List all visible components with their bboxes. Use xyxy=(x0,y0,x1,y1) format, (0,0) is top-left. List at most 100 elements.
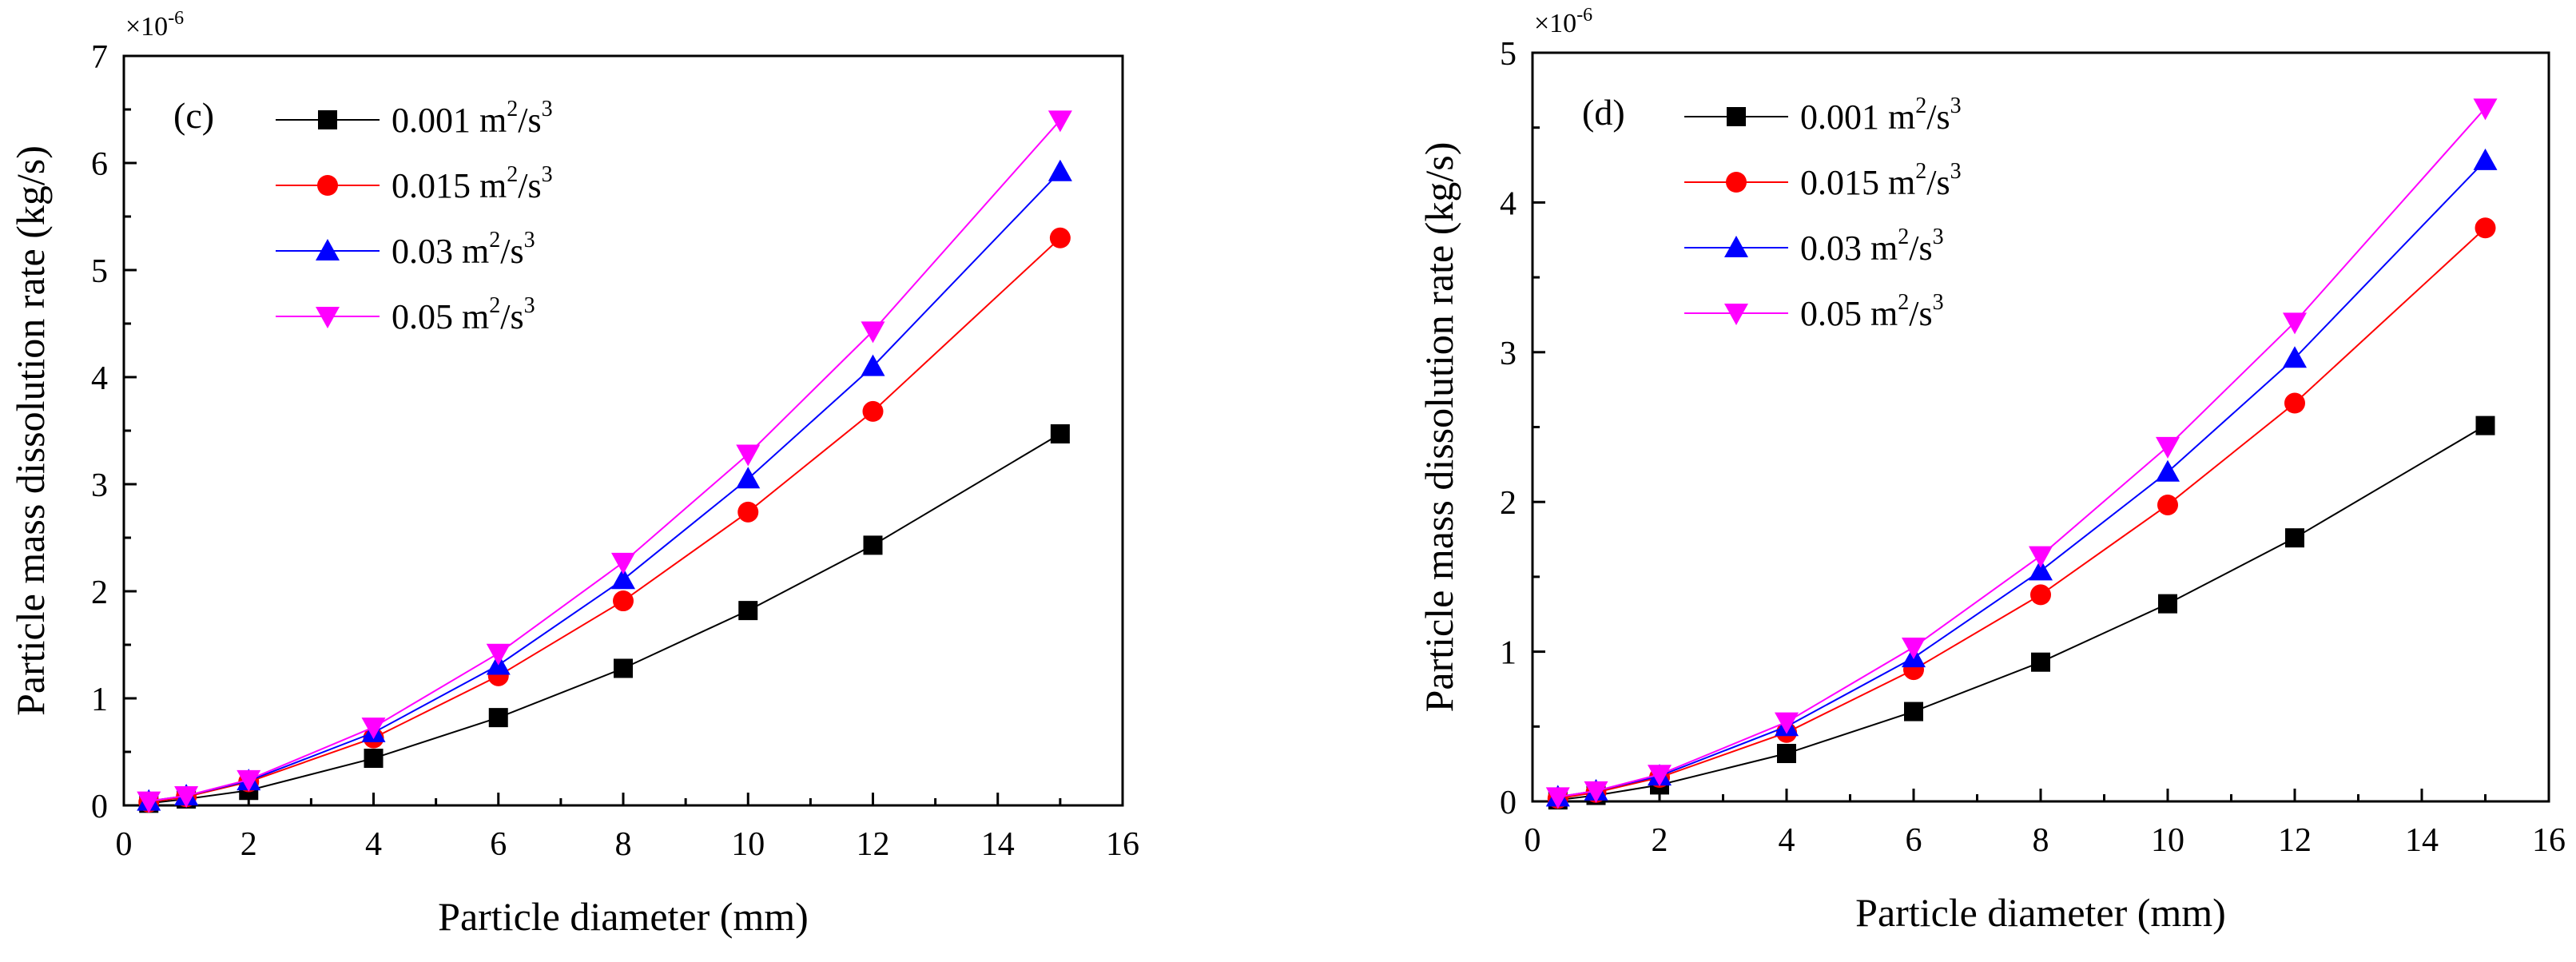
legend-unit-mid: /s xyxy=(1926,163,1950,202)
legend-unit-sup: 2 xyxy=(1915,93,1926,118)
data-point xyxy=(2473,148,2498,170)
data-point xyxy=(1902,637,1926,659)
data-point xyxy=(2030,584,2051,606)
data-point xyxy=(2156,436,2180,459)
data-point xyxy=(488,708,508,728)
legend-marker xyxy=(1726,172,1747,193)
data-point xyxy=(1049,227,1071,248)
legend-unit-sup: 3 xyxy=(1950,93,1962,118)
series-2 xyxy=(137,159,1072,811)
series-3 xyxy=(1545,98,2498,809)
x-tick-label: 8 xyxy=(615,826,632,863)
legend-label-text: 0.03 m xyxy=(1800,229,1898,268)
data-point xyxy=(611,552,635,574)
x-axis-title: Particle diameter (mm) xyxy=(438,894,809,939)
legend-unit-sup: 3 xyxy=(542,97,553,121)
data-point xyxy=(1584,781,1608,803)
legend-label: 0.03 m2/s3 xyxy=(1800,225,1944,268)
x-tick-label: 16 xyxy=(2532,822,2566,859)
y-tick-label: 5 xyxy=(91,253,108,290)
legend-item: 0.03 m2/s3 xyxy=(276,228,535,271)
legend-label: 0.05 m2/s3 xyxy=(1800,290,1944,333)
series-1 xyxy=(1547,217,2496,809)
legend-label: 0.05 m2/s3 xyxy=(392,293,535,336)
x-tick-label: 8 xyxy=(2033,822,2049,859)
legend-unit-sup: 2 xyxy=(507,97,518,121)
x-axis-title: Particle diameter (mm) xyxy=(1855,890,2226,935)
y-tick-label: 1 xyxy=(91,682,108,718)
data-point xyxy=(1545,787,1570,809)
x-tick-label: 10 xyxy=(731,826,765,863)
data-point xyxy=(1777,744,1796,764)
data-point xyxy=(2283,346,2307,368)
plot-frame xyxy=(122,54,1124,807)
series-line xyxy=(149,237,1061,803)
data-point xyxy=(2029,559,2053,581)
legend-item: 0.05 m2/s3 xyxy=(276,293,535,336)
legend-label-text: 0.001 m xyxy=(392,101,507,140)
x-tick-label: 2 xyxy=(1652,822,1668,859)
series-line xyxy=(1557,107,2487,798)
legend-marker xyxy=(317,175,338,196)
y-tick-label: 5 xyxy=(1500,36,1517,73)
data-point xyxy=(2031,652,2050,672)
y-tick-label: 3 xyxy=(1500,336,1517,372)
legend-item: 0.03 m2/s3 xyxy=(1684,225,1944,268)
data-point xyxy=(736,467,761,489)
data-point xyxy=(611,567,635,590)
series-line xyxy=(1557,424,2487,801)
data-point xyxy=(364,749,384,769)
legend-label: 0.015 m2/s3 xyxy=(392,162,553,205)
legend-item: 0.001 m2/s3 xyxy=(1684,93,1962,137)
legend-marker xyxy=(316,239,340,260)
y-tick-label: 2 xyxy=(91,574,108,611)
legend-unit-sup: 2 xyxy=(489,228,500,252)
x-tick-label: 0 xyxy=(1525,822,1541,859)
legend-unit-sup: 2 xyxy=(489,293,500,318)
data-point xyxy=(486,643,511,666)
data-point xyxy=(861,321,885,344)
data-point xyxy=(2283,312,2307,335)
data-point xyxy=(2285,528,2304,548)
series-0 xyxy=(139,424,1070,813)
panel-label: (d) xyxy=(1582,92,1625,133)
data-point xyxy=(738,601,758,621)
data-point xyxy=(174,785,199,808)
legend-unit-sup: 3 xyxy=(524,293,535,318)
legend-marker xyxy=(316,307,340,328)
legend-label: 0.015 m2/s3 xyxy=(1800,159,1962,202)
legend-label-text: 0.03 m xyxy=(392,232,489,271)
data-point xyxy=(1775,712,1799,734)
x-tick-label: 4 xyxy=(365,826,382,863)
y-tick-label: 2 xyxy=(1500,485,1517,522)
legend-label-text: 0.015 m xyxy=(392,166,507,205)
data-point xyxy=(2157,494,2178,515)
legend-marker xyxy=(1724,236,1748,257)
x-tick-label: 0 xyxy=(116,826,133,863)
data-point xyxy=(614,658,633,678)
data-point xyxy=(863,535,883,555)
legend-label: 0.001 m2/s3 xyxy=(1800,93,1962,137)
y-tick-label: 3 xyxy=(91,467,108,504)
x-tick-label: 6 xyxy=(490,826,507,863)
x-tick-label: 14 xyxy=(2405,822,2439,859)
data-point xyxy=(737,501,759,523)
data-point xyxy=(2475,217,2496,239)
legend-item: 0.05 m2/s3 xyxy=(1684,290,1944,333)
series-line xyxy=(149,433,1061,805)
y-axis-multiplier: ×10-6 xyxy=(125,8,184,42)
legend-marker xyxy=(1727,107,1746,126)
legend-label-text: 0.05 m xyxy=(392,297,489,336)
legend-unit-sup: 3 xyxy=(524,228,535,252)
legend-unit-sup: 2 xyxy=(1898,225,1909,249)
data-point xyxy=(862,400,884,422)
legend-unit-mid: /s xyxy=(518,166,541,205)
y-tick-label: 4 xyxy=(91,360,108,397)
plot-frame xyxy=(1531,51,2550,803)
data-point xyxy=(2284,392,2305,414)
data-point xyxy=(2475,415,2495,435)
x-tick-label: 14 xyxy=(981,826,1015,863)
x-tick-label: 6 xyxy=(1906,822,1922,859)
